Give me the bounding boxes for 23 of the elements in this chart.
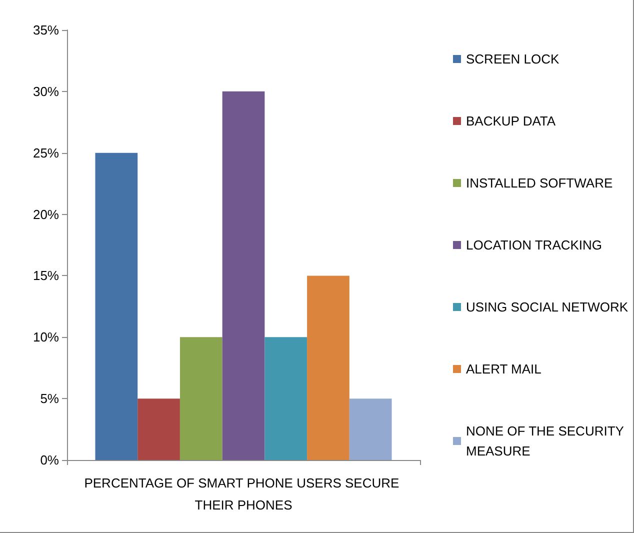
y-tick-label: 30% <box>32 84 60 99</box>
bar <box>222 91 265 460</box>
y-tick-label: 15% <box>32 268 60 284</box>
y-tick-label: 5% <box>40 391 60 406</box>
legend-label: INSTALLED SOFTWARE <box>466 176 613 190</box>
legend-label: ALERT MAIL <box>466 362 542 376</box>
y-tick-label: 0% <box>40 452 60 468</box>
bar <box>307 276 350 460</box>
y-tick-label: 20% <box>32 206 60 222</box>
legend-label: NONE OF THE SECURITY MEASURE <box>466 424 628 458</box>
legend-label: SCREEN LOCK <box>466 52 560 66</box>
bar <box>95 152 138 460</box>
bar <box>349 398 392 460</box>
legend-label: USING SOCIAL NETWORK <box>466 300 628 314</box>
bar <box>180 337 222 460</box>
y-tick-label: 35% <box>32 22 60 38</box>
bar <box>138 398 180 460</box>
x-tick-label: PERCENTAGE OF SMART PHONE USERS SECURE THEIR PHONES <box>84 476 403 512</box>
y-tick-label: 10% <box>32 330 60 345</box>
legend-label: BACKUP DATA <box>466 114 556 128</box>
legend-label: LOCATION TRACKING <box>466 238 602 252</box>
y-tick-label: 25% <box>32 145 60 160</box>
bar <box>264 337 308 460</box>
